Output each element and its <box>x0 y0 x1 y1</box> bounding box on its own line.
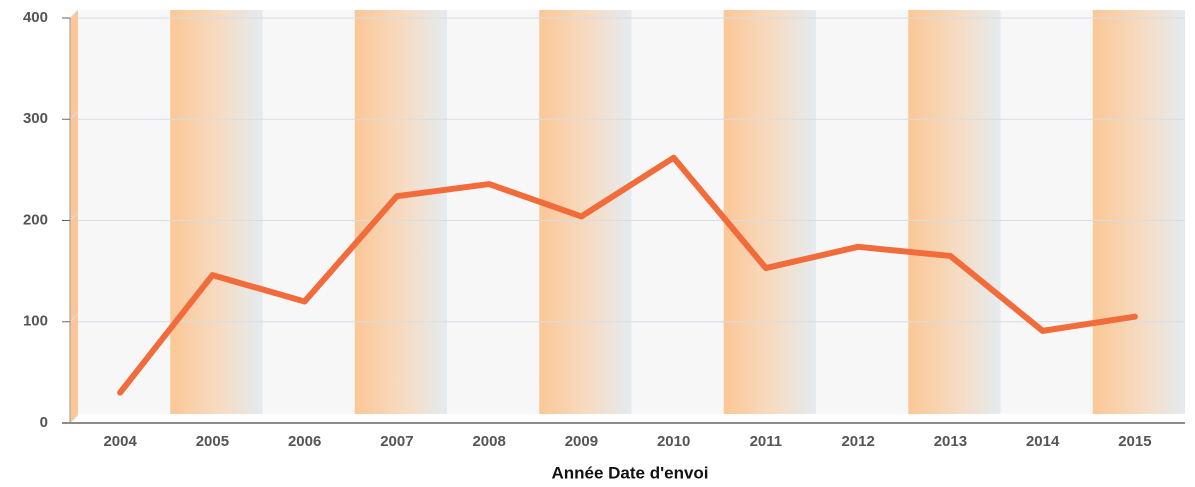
x-tick-label: 2012 <box>841 433 874 450</box>
x-tick-label: 2015 <box>1118 433 1151 450</box>
y-tick-label: 400 <box>23 9 48 26</box>
marks <box>117 154 1138 396</box>
grid-line-side <box>69 212 79 221</box>
y-tick-label: 0 <box>40 414 48 431</box>
stripe <box>723 10 816 414</box>
x-tick-label: 2010 <box>657 433 690 450</box>
y-tick-label: 100 <box>23 313 48 330</box>
stripe <box>170 10 263 414</box>
x-tick-label: 2004 <box>103 433 137 450</box>
x-tick-label: 2009 <box>565 433 598 450</box>
ticks: 0 100 200 300 400 2004 2005 2006 2007 2008 2009 201… <box>23 9 1152 450</box>
grid-line-side <box>69 313 79 323</box>
stripes <box>170 10 1185 414</box>
x-tick-label: 2008 <box>472 433 505 450</box>
x-tick-label: 2011 <box>750 433 783 450</box>
grid-line-side <box>69 110 79 120</box>
x-tick-label: 2014 <box>1026 433 1060 450</box>
x-tick-label: 2006 <box>288 433 321 450</box>
stripe <box>908 10 1001 414</box>
grid-line-side <box>69 9 79 19</box>
x-tick-label: 2007 <box>380 433 413 450</box>
x-tick-label: 2013 <box>934 433 967 450</box>
stripe <box>1092 10 1185 414</box>
y-tick-label: 200 <box>23 211 48 228</box>
x-tick-label: 2005 <box>196 433 229 450</box>
grid-line-side <box>69 414 79 424</box>
y-tick-label: 300 <box>23 110 48 127</box>
line <box>117 154 1138 396</box>
x-axis-title: Année Date d'envoi <box>551 463 708 482</box>
stripe <box>354 10 447 414</box>
